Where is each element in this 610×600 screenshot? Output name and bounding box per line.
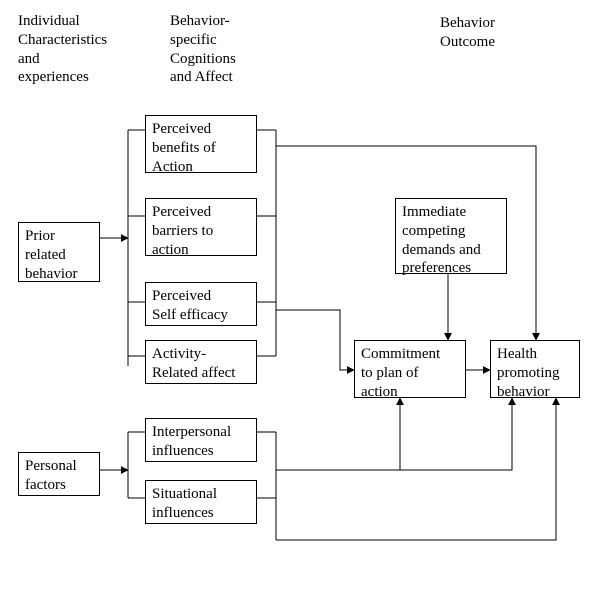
node-health-promoting: Healthpromotingbehavior <box>490 340 580 398</box>
edge-col2-bracket-bot <box>257 432 276 498</box>
node-interpersonal-influences: Interpersonalinfluences <box>145 418 257 462</box>
node-perceived-self-efficacy: PerceivedSelf efficacy <box>145 282 257 326</box>
node-activity-related-affect: Activity-Related affect <box>145 340 257 384</box>
edge-col2-bracket-top <box>257 130 276 356</box>
edges-layer <box>0 0 610 600</box>
edge-situational-to-health <box>276 398 556 540</box>
node-situational-influences: Situationalinfluences <box>145 480 257 524</box>
node-personal-factors: Personalfactors <box>18 452 100 496</box>
node-perceived-barriers: Perceivedbarriers toaction <box>145 198 257 256</box>
node-commitment: Commitmentto plan ofaction <box>354 340 466 398</box>
edge-interp-to-health <box>400 398 512 470</box>
node-prior-related-behavior: Priorrelatedbehavior <box>18 222 100 282</box>
node-immediate-competing: Immediatecompetingdemands andpreferences <box>395 198 507 274</box>
edge-interp-to-commit <box>276 398 400 470</box>
edge-selfeff-to-commit <box>276 310 354 370</box>
header-outcome: BehaviorOutcome <box>440 14 560 52</box>
edge-col1-bracket-top <box>128 130 145 366</box>
header-cognitions: Behavior-specificCognitionsand Affect <box>170 12 300 87</box>
node-perceived-benefits: Perceivedbenefits ofAction <box>145 115 257 173</box>
edge-col1-bracket-bot <box>128 432 145 498</box>
flowchart-canvas: IndividualCharacteristicsandexperiences … <box>0 0 610 600</box>
header-individual: IndividualCharacteristicsandexperiences <box>18 12 158 87</box>
